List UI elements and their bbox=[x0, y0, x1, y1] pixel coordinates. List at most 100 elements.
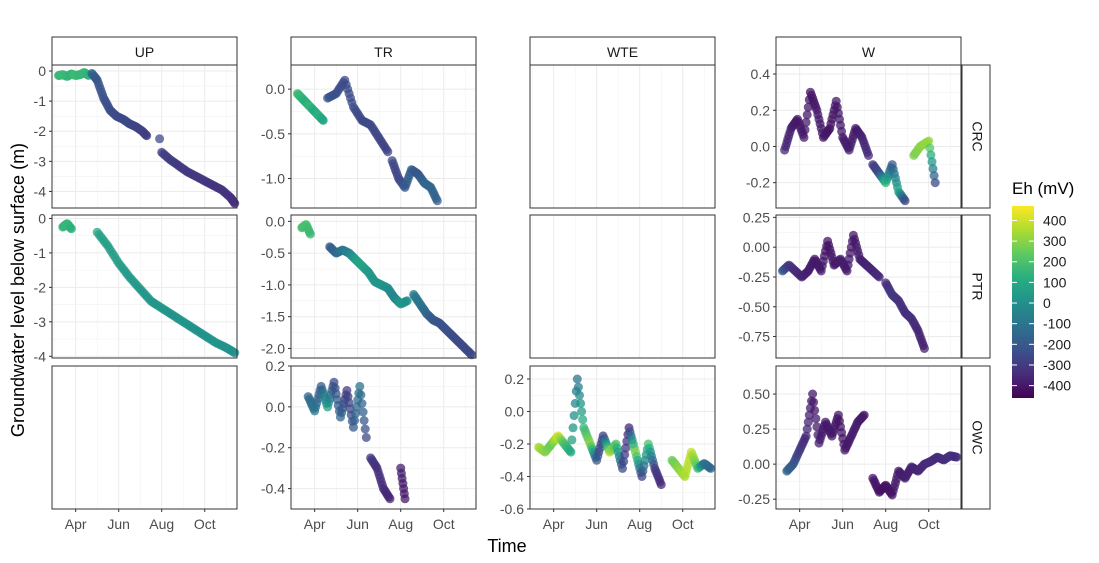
data-point bbox=[578, 415, 588, 425]
data-point bbox=[618, 463, 627, 473]
y-tick-label: -3 bbox=[34, 314, 47, 330]
strip-label-col: WTE bbox=[607, 44, 638, 60]
y-tick-label: -0.25 bbox=[738, 491, 770, 507]
strip-col-tr bbox=[290, 36, 477, 66]
strip-label-row: PTR bbox=[969, 273, 985, 301]
data-point bbox=[318, 115, 328, 125]
strip-label-col: UP bbox=[135, 44, 154, 60]
y-tick-label: -0.25 bbox=[738, 269, 770, 285]
y-tick-label: -0.4 bbox=[500, 469, 524, 485]
y-tick-label: -0.2 bbox=[746, 175, 770, 191]
series-group bbox=[409, 289, 477, 360]
y-tick-label: 0.25 bbox=[743, 209, 770, 225]
x-tick-label: Jun bbox=[107, 516, 130, 532]
y-tick-label: 0.2 bbox=[751, 102, 771, 118]
series-group bbox=[782, 389, 869, 476]
y-tick-label: -1.5 bbox=[261, 309, 285, 325]
series-group bbox=[293, 89, 328, 125]
series-group bbox=[868, 451, 962, 500]
series-group bbox=[881, 278, 929, 353]
strip-col-wte bbox=[529, 36, 716, 66]
panel-up-owc: Apr Jun Aug Oct bbox=[51, 365, 238, 532]
panel-tr-crc: 0.0 -0.5 -1.0 bbox=[261, 64, 477, 209]
series-group bbox=[534, 374, 666, 490]
y-tick-label: 0.2 bbox=[266, 358, 286, 374]
data-point bbox=[400, 494, 410, 504]
data-point bbox=[142, 131, 152, 141]
panel-border bbox=[775, 214, 962, 359]
data-point bbox=[808, 389, 818, 399]
legend-tick-label: 400 bbox=[1043, 212, 1067, 228]
x-tick-label: Aug bbox=[149, 516, 174, 532]
y-tick-label: 0.00 bbox=[743, 239, 770, 255]
panel-border bbox=[775, 64, 962, 209]
data-point bbox=[359, 416, 369, 425]
data-point bbox=[864, 151, 873, 160]
data-point bbox=[952, 452, 962, 462]
data-point bbox=[874, 272, 884, 282]
y-tick-label: 0.00 bbox=[743, 456, 770, 472]
y-axis-title: Groundwater level below surface (m) bbox=[8, 143, 28, 437]
data-point bbox=[356, 390, 366, 400]
legend-tick-label: 200 bbox=[1043, 254, 1067, 270]
y-tick-label: -2.0 bbox=[261, 340, 285, 356]
legend-tick-label: 300 bbox=[1043, 233, 1067, 249]
x-tick-label: Oct bbox=[672, 516, 694, 532]
panel-tr-ptr: 0.0 -0.5 -1.0 -1.5 -2.0 bbox=[261, 213, 477, 360]
data-point bbox=[566, 447, 576, 457]
y-tick-label: 0.0 bbox=[266, 399, 286, 415]
y-tick-label: 0.0 bbox=[266, 213, 286, 229]
data-point bbox=[810, 405, 820, 415]
strip-label-col: W bbox=[862, 44, 876, 60]
data-point bbox=[567, 435, 577, 445]
x-tick-label: Jun bbox=[346, 516, 369, 532]
data-point bbox=[383, 147, 393, 157]
data-point bbox=[799, 132, 809, 142]
data-point bbox=[575, 390, 584, 400]
series-group bbox=[54, 68, 94, 81]
x-tick-label: Apr bbox=[543, 516, 565, 532]
legend-tick-label: -100 bbox=[1043, 316, 1071, 332]
strip-row-ptr bbox=[961, 214, 991, 359]
data-point bbox=[926, 150, 936, 160]
data-point bbox=[572, 374, 582, 384]
x-tick-label: Apr bbox=[304, 516, 326, 532]
x-tick-label: Oct bbox=[918, 516, 940, 532]
y-tick-label: -4 bbox=[34, 183, 47, 199]
data-point bbox=[355, 381, 365, 391]
data-point bbox=[576, 398, 586, 408]
series-group bbox=[87, 68, 152, 141]
y-tick-label: 0.25 bbox=[743, 421, 770, 437]
series-group bbox=[366, 453, 395, 504]
legend-tick-label: -300 bbox=[1043, 357, 1071, 373]
data-point bbox=[919, 344, 929, 353]
legend-tick-label: -200 bbox=[1043, 336, 1071, 352]
data-point bbox=[800, 125, 810, 135]
data-point bbox=[929, 171, 939, 181]
data-point bbox=[155, 134, 165, 144]
y-tick-label: -0.50 bbox=[738, 299, 770, 315]
y-tick-label: 0.50 bbox=[743, 386, 770, 402]
series-group bbox=[325, 242, 412, 309]
y-tick-label: -0.5 bbox=[261, 126, 285, 142]
data-point bbox=[925, 143, 935, 153]
strip-row-owc bbox=[961, 365, 991, 510]
data-point bbox=[361, 433, 371, 442]
panel-border bbox=[51, 214, 238, 359]
strip-row-crc bbox=[961, 64, 991, 209]
y-tick-label: 0.2 bbox=[505, 371, 525, 387]
data-point bbox=[801, 431, 811, 441]
series-group bbox=[323, 75, 393, 157]
x-tick-label: Oct bbox=[194, 516, 216, 532]
panel-border bbox=[775, 365, 962, 510]
panel-w-crc: 0.4 0.2 0.0 -0.2 bbox=[746, 64, 962, 209]
x-tick-label: Jun bbox=[585, 516, 608, 532]
data-point bbox=[577, 407, 587, 416]
panel-up-crc: 0 -1 -2 -3 -4 bbox=[34, 63, 240, 209]
series-group bbox=[303, 377, 371, 442]
series-group bbox=[297, 220, 315, 239]
panel-grid: UP TR WTE W CRC PTR OWC 0 -1 -2 -3 -4 0.0 -0.5 -1.0 0.4… bbox=[34, 36, 991, 532]
x-tick-label: Oct bbox=[433, 516, 455, 532]
data-point bbox=[620, 450, 630, 460]
data-point bbox=[930, 178, 940, 188]
